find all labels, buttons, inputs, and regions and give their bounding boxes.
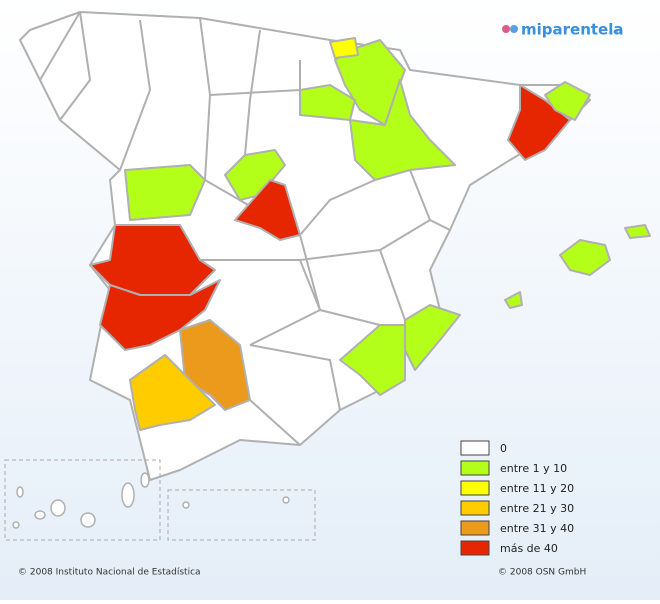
logo-icon xyxy=(510,25,518,33)
logo: miparentela .com xyxy=(502,21,624,39)
legend-swatch xyxy=(460,440,490,456)
island xyxy=(80,512,96,528)
logo-name: miparentela xyxy=(521,21,624,39)
logo-icon xyxy=(502,25,510,33)
province xyxy=(507,84,571,161)
island xyxy=(282,496,290,504)
legend-swatch xyxy=(460,500,490,516)
island xyxy=(140,472,150,488)
island xyxy=(182,501,190,509)
legend-label: 0 xyxy=(500,442,507,455)
legend-swatch xyxy=(460,540,490,556)
island xyxy=(504,291,523,309)
inset-frame xyxy=(4,459,161,541)
island xyxy=(34,510,46,520)
province xyxy=(124,164,206,221)
canary-islands xyxy=(4,459,316,541)
province xyxy=(404,304,461,371)
island xyxy=(50,499,66,517)
borders xyxy=(39,11,451,446)
island xyxy=(12,521,20,529)
peninsula xyxy=(19,11,651,481)
footer-right: © 2008 OSN GmbH xyxy=(498,568,586,578)
province xyxy=(234,179,301,241)
legend-label: entre 31 y 40 xyxy=(500,522,574,535)
island xyxy=(559,239,611,276)
footer-left: © 2008 Instituto Nacional de Estadística xyxy=(18,568,201,578)
legend-label: entre 11 y 20 xyxy=(500,482,574,495)
province xyxy=(129,354,216,431)
legend-label: más de 40 xyxy=(500,542,558,555)
legend-label: entre 1 y 10 xyxy=(500,462,567,475)
inset-frame xyxy=(167,489,316,541)
province xyxy=(299,84,356,121)
province xyxy=(339,324,406,396)
legend-swatch xyxy=(460,460,490,476)
province xyxy=(349,79,456,181)
legend-swatch xyxy=(460,480,490,496)
province xyxy=(329,37,359,59)
island xyxy=(624,224,651,239)
legend: 0 entre 1 y 10 entre 11 y 20 entre 21 y 30 e… xyxy=(460,440,574,556)
legend-swatch xyxy=(460,520,490,536)
island xyxy=(16,486,24,498)
province xyxy=(224,149,286,201)
island xyxy=(121,482,135,508)
logo-suffix: .com xyxy=(608,29,623,36)
legend-label: entre 21 y 30 xyxy=(500,502,574,515)
province xyxy=(544,81,591,121)
